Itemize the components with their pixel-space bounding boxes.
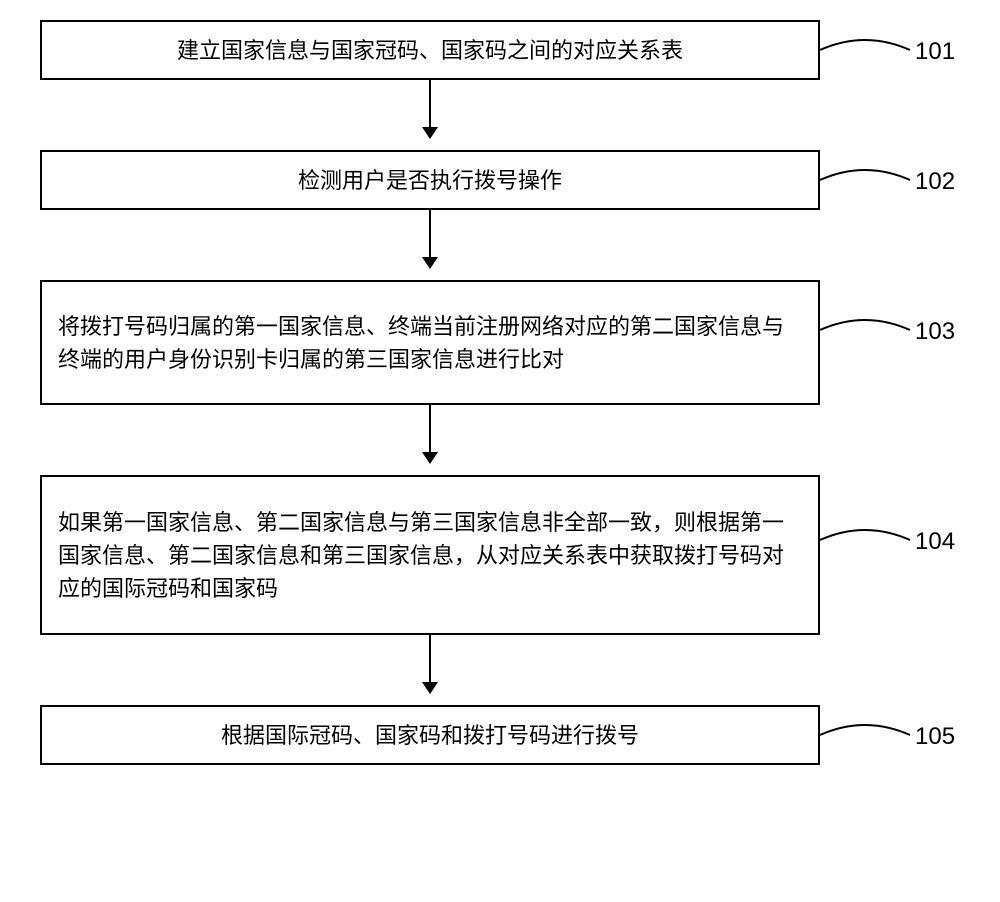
step-box-105: 根据国际冠码、国家码和拨打号码进行拨号 [40,705,820,765]
connector-curve-105 [820,715,915,755]
step-box-101: 建立国家信息与国家冠码、国家码之间的对应关系表 [40,20,820,80]
step-label-103: 103 [915,318,955,346]
step-text-101: 建立国家信息与国家冠码、国家码之间的对应关系表 [177,34,683,67]
step-label-102: 102 [915,168,955,196]
step-box-102: 检测用户是否执行拨号操作 [40,150,820,210]
step-text-103: 将拨打号码归属的第一国家信息、终端当前注册网络对应的第二国家信息与终端的用户身份… [58,310,802,376]
step-label-104: 104 [915,528,955,556]
step-label-105: 105 [915,723,955,751]
arrow-3 [429,405,431,463]
connector-curve-103 [820,310,915,350]
step-text-102: 检测用户是否执行拨号操作 [298,164,562,197]
step-box-104: 如果第一国家信息、第二国家信息与第三国家信息非全部一致，则根据第一国家信息、第二… [40,475,820,635]
step-label-101: 101 [915,38,955,66]
connector-curve-104 [820,520,915,560]
arrow-1 [429,80,431,138]
arrow-2 [429,210,431,268]
connector-curve-101 [820,30,915,70]
step-text-105: 根据国际冠码、国家码和拨打号码进行拨号 [221,719,639,752]
step-text-104: 如果第一国家信息、第二国家信息与第三国家信息非全部一致，则根据第一国家信息、第二… [58,506,802,605]
connector-curve-102 [820,160,915,200]
arrow-4 [429,635,431,693]
step-box-103: 将拨打号码归属的第一国家信息、终端当前注册网络对应的第二国家信息与终端的用户身份… [40,280,820,405]
